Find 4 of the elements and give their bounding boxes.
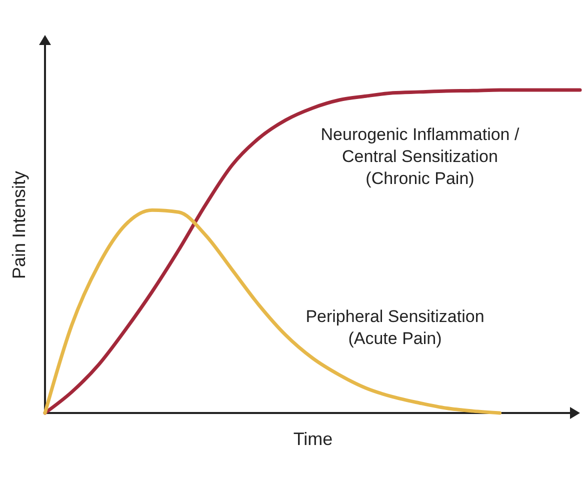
x-axis-title: Time: [293, 429, 333, 449]
series-label: Peripheral Sensitization (Acute Pain): [306, 307, 484, 348]
y-axis-title: Pain Intensity: [9, 170, 29, 280]
series-label: Neurogenic Inflammation / Central Sensitization (Chronic Pain): [320, 125, 520, 188]
